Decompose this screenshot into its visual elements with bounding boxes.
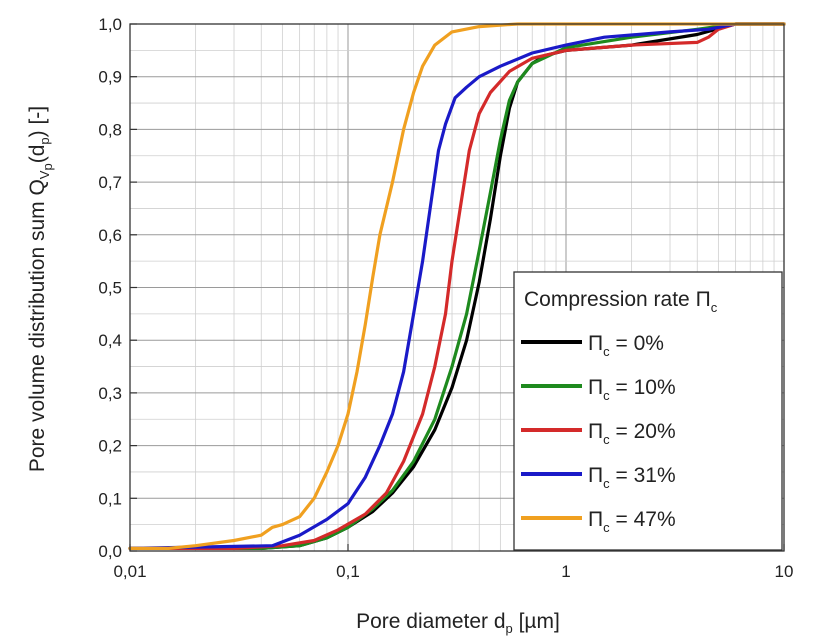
series-line-1: [128, 22, 786, 550]
y-tick-label: 0,2: [98, 437, 122, 456]
y-tick-label: 0,0: [98, 542, 122, 561]
series-line-4: [128, 22, 786, 550]
x-tick-label: 0,1: [336, 562, 360, 581]
legend-label-3: Πc = 31%: [588, 464, 676, 491]
series-layer: [128, 22, 786, 550]
legend-label-0: Πc = 0%: [588, 332, 664, 359]
legend-box: [513, 271, 783, 551]
y-tick-label: 0,3: [98, 384, 122, 403]
y-axis-title: Pore volume distribution sum QVp(dp) [-]: [26, 106, 55, 472]
y-tick-label: 0,5: [98, 279, 122, 298]
legend-label-2: Πc = 20%: [588, 420, 676, 447]
y-tick-label: 0,8: [98, 120, 122, 139]
x-axis-title: Pore diameter dp [µm]: [356, 610, 560, 636]
x-tick-label: 10: [775, 562, 794, 581]
x-tick-label: 0,01: [113, 562, 146, 581]
y-tick-label: 0,7: [98, 173, 122, 192]
y-tick-label: 0,4: [98, 331, 122, 350]
legend-title: Compression rate Πc: [524, 288, 718, 315]
legend-label-1: Πc = 10%: [588, 376, 676, 403]
y-tick-label: 0,6: [98, 226, 122, 245]
tick-layer: 0,01 0,1 1 10 0,0 0,1 0,2 0,3 0,4 0,5 0,6 0,7 0,8 0,9…: [98, 15, 793, 581]
series-line-2: [128, 22, 786, 550]
x-tick-label: 1: [561, 562, 570, 581]
y-tick-label: 1,0: [98, 15, 122, 34]
legend-label-4: Πc = 47%: [588, 508, 676, 535]
series-line-3: [128, 22, 786, 550]
y-tick-label: 0,9: [98, 68, 122, 87]
legend-entries: Πc = 0% Πc = 10% Πc = 20% Πc = 31% Πc = 47%: [521, 332, 676, 535]
y-tick-label: 0,1: [98, 489, 122, 508]
legend: Compression rate Πc Πc = 0%Πc = 10%Πc = …: [513, 271, 783, 551]
